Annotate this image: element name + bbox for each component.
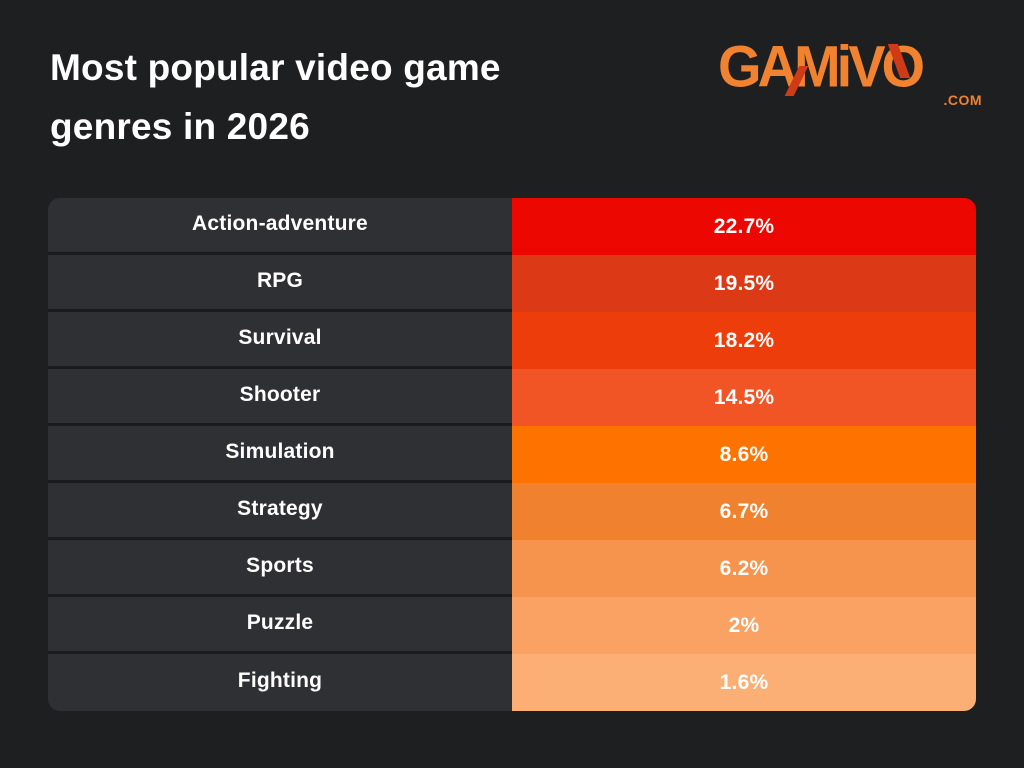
genre-value: 8.6%: [512, 426, 976, 483]
table-row: Puzzle 2%: [48, 597, 976, 654]
table-row: Survival 18.2%: [48, 312, 976, 369]
genre-label: Fighting: [48, 654, 512, 711]
genre-value: 18.2%: [512, 312, 976, 369]
genre-value: 6.7%: [512, 483, 976, 540]
genre-value: 1.6%: [512, 654, 976, 711]
genre-table: Action-adventure 22.7% RPG 19.5% Survival 18.…: [48, 198, 976, 711]
genre-label: Shooter: [48, 369, 512, 426]
gamivo-logo-suffix: .COM: [943, 92, 982, 108]
title-line-2: genres in 2026: [50, 106, 310, 147]
table-row: Strategy 6.7%: [48, 483, 976, 540]
genre-value: 14.5%: [512, 369, 976, 426]
gamivo-logo-text: GAMiVO: [718, 33, 925, 100]
genre-label: RPG: [48, 255, 512, 312]
genre-value: 22.7%: [512, 198, 976, 255]
table-row: RPG 19.5%: [48, 255, 976, 312]
page-title: Most popular video game genres in 2026: [50, 38, 501, 156]
table-row: Simulation 8.6%: [48, 426, 976, 483]
table-row: Sports 6.2%: [48, 540, 976, 597]
genre-value: 19.5%: [512, 255, 976, 312]
genre-label: Simulation: [48, 426, 512, 483]
genre-label: Strategy: [48, 483, 512, 540]
genre-label: Action-adventure: [48, 198, 512, 255]
genre-value: 6.2%: [512, 540, 976, 597]
genre-label: Sports: [48, 540, 512, 597]
genre-label: Survival: [48, 312, 512, 369]
table-row: Fighting 1.6%: [48, 654, 976, 711]
genre-label: Puzzle: [48, 597, 512, 654]
title-line-1: Most popular video game: [50, 47, 501, 88]
table-row: Shooter 14.5%: [48, 369, 976, 426]
table-row: Action-adventure 22.7%: [48, 198, 976, 255]
genre-value: 2%: [512, 597, 976, 654]
gamivo-logo: GAMiVO .COM: [718, 33, 982, 108]
